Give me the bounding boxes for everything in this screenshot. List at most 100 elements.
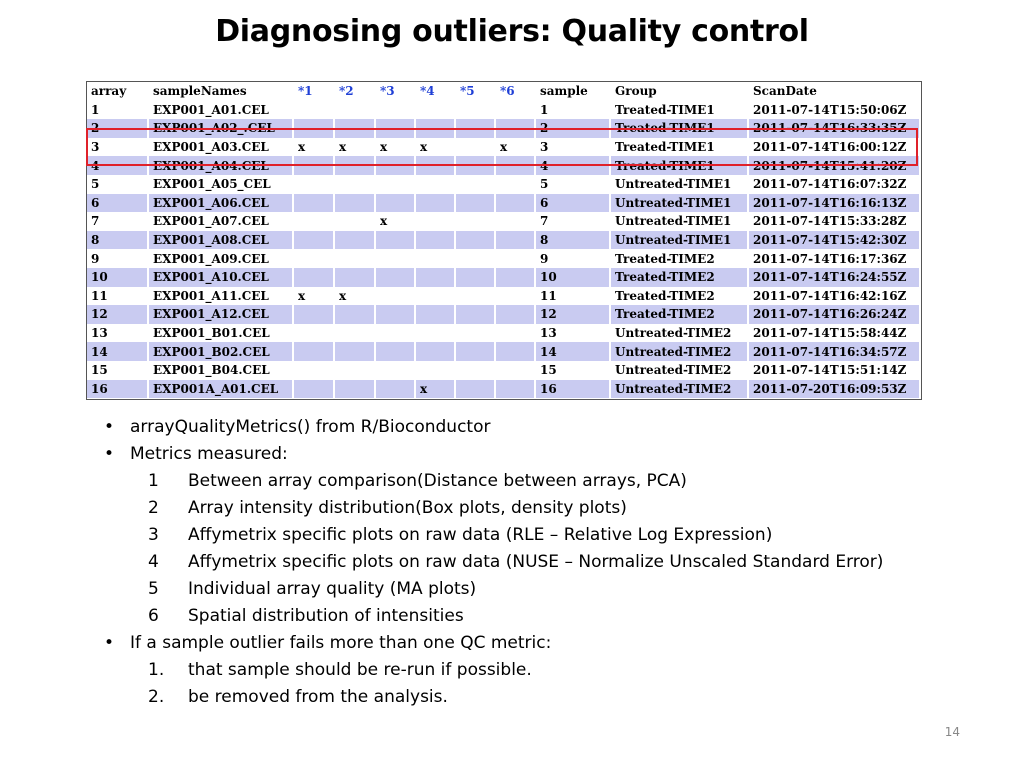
cell-metric-5	[456, 174, 496, 194]
cell-sample: 7	[536, 212, 611, 231]
cell-sample: 13	[536, 323, 611, 343]
cell-metric-5	[456, 230, 496, 250]
bullet-item: • If a sample outlier fails more than on…	[104, 630, 924, 657]
cell-metric-6	[496, 342, 536, 361]
cell-metric-4	[416, 193, 456, 213]
table-row: 3 EXP001_A03.CEL x x x x x 3 Treated-TIME1 2011-0…	[87, 137, 921, 157]
cell-sample: 16	[536, 379, 611, 399]
cell-metric-6	[496, 323, 536, 343]
metric-item: 3 Affymetrix specific plots on raw data (…	[104, 522, 924, 549]
col-header-samplenames: sampleNames	[149, 82, 294, 101]
cell-samplename: EXP001_A01.CEL	[149, 100, 294, 120]
cell-metric-1	[294, 100, 335, 120]
cell-samplename: EXP001_A04.CEL	[149, 156, 294, 175]
cell-array: 15	[87, 360, 149, 380]
cell-metric-1	[294, 119, 335, 138]
metric-text: Affymetrix specific plots on raw data (N…	[188, 552, 884, 572]
cell-metric-3	[376, 342, 416, 361]
metric-number: 2	[148, 498, 159, 518]
cell-metric-6	[496, 100, 536, 120]
cell-samplename: EXP001_A06.CEL	[149, 193, 294, 213]
metrics-list: 1 Between array comparison(Distance betwe…	[104, 468, 924, 630]
cell-metric-1: x	[294, 286, 335, 306]
cell-metric-2	[335, 342, 376, 361]
cell-metric-2	[335, 100, 376, 120]
table-row: 13 EXP001_B01.CEL 13 Untreated-TIME2 2011-07…	[87, 323, 921, 343]
cell-metric-3: x	[376, 212, 416, 231]
cell-scandate: 2011-07-14T16:17:36Z	[749, 249, 921, 268]
cell-metric-5	[456, 119, 496, 138]
cell-array: 14	[87, 342, 149, 361]
cell-metric-3	[376, 100, 416, 120]
cell-array: 13	[87, 323, 149, 343]
cell-group: Untreated-TIME2	[611, 342, 749, 361]
bullet-item: • Metrics measured:	[104, 441, 924, 468]
cell-metric-4	[416, 119, 456, 138]
metric-number: 6	[148, 606, 159, 626]
cell-metric-2	[335, 267, 376, 287]
bullet-text: Metrics measured:	[130, 444, 288, 464]
metric-number: 5	[148, 579, 159, 599]
cell-metric-4	[416, 249, 456, 268]
cell-array: 7	[87, 212, 149, 231]
cell-samplename: EXP001_A03.CEL	[149, 137, 294, 157]
bullet-item: • arrayQualityMetrics() from R/Bioconduc…	[104, 414, 924, 441]
cell-group: Untreated-TIME1	[611, 230, 749, 250]
cell-samplename: EXP001A_A01.CEL	[149, 379, 294, 399]
table-row: 16 EXP001A_A01.CEL x 16 Untreated-TIME2 2011-…	[87, 379, 921, 399]
cell-sample: 10	[536, 267, 611, 287]
cell-metric-3	[376, 305, 416, 324]
cell-array: 9	[87, 249, 149, 268]
cell-array: 16	[87, 379, 149, 399]
cell-array: 3	[87, 137, 149, 157]
cell-scandate: 2011-07-14T15:58:44Z	[749, 323, 921, 343]
cell-scandate: 2011-07-14T16:07:32Z	[749, 174, 921, 194]
cell-metric-6	[496, 249, 536, 268]
table-row: 12 EXP001_A12.CEL 12 Treated-TIME2 2011-07-1…	[87, 305, 921, 324]
cell-scandate: 2011-07-14T16:33:35Z	[749, 119, 921, 138]
metric-item: 6 Spatial distribution of intensities	[104, 603, 924, 630]
cell-metric-3	[376, 249, 416, 268]
cell-metric-5	[456, 323, 496, 343]
cell-scandate: 2011-07-14T16:26:24Z	[749, 305, 921, 324]
cell-metric-1	[294, 174, 335, 194]
cell-array: 1	[87, 100, 149, 120]
table-row: 2 EXP001_A02_.CEL 2 Treated-TIME1 2011-07-14…	[87, 119, 921, 138]
cell-metric-3	[376, 267, 416, 287]
cell-scandate: 2011-07-14T15:41:20Z	[749, 156, 921, 175]
metric-text: Affymetrix specific plots on raw data (R…	[188, 525, 773, 545]
cell-metric-5	[456, 137, 496, 157]
cell-scandate: 2011-07-14T15:42:30Z	[749, 230, 921, 250]
cell-samplename: EXP001_B01.CEL	[149, 323, 294, 343]
bullet-glyph: •	[104, 633, 115, 653]
actions-list: 1. that sample should be re-run if possib…	[104, 657, 924, 711]
cell-metric-6	[496, 286, 536, 306]
cell-array: 11	[87, 286, 149, 306]
cell-metric-1	[294, 249, 335, 268]
cell-samplename: EXP001_A09.CEL	[149, 249, 294, 268]
cell-metric-5	[456, 360, 496, 380]
cell-metric-1	[294, 156, 335, 175]
cell-metric-5	[456, 249, 496, 268]
qc-table-body: 1 EXP001_A01.CEL 1 Treated-TIME1 2011-07-14T…	[87, 100, 921, 399]
cell-group: Untreated-TIME1	[611, 193, 749, 213]
cell-metric-1	[294, 360, 335, 380]
cell-array: 10	[87, 267, 149, 287]
cell-sample: 6	[536, 193, 611, 213]
cell-metric-2	[335, 305, 376, 324]
cell-metric-4	[416, 230, 456, 250]
bullet-glyph: •	[104, 417, 115, 437]
cell-samplename: EXP001_A11.CEL	[149, 286, 294, 306]
cell-sample: 11	[536, 286, 611, 306]
metric-item: 1 Between array comparison(Distance betwe…	[104, 468, 924, 495]
cell-metric-5	[456, 212, 496, 231]
action-text: that sample should be re-run if possible…	[188, 660, 532, 680]
col-header-group: Group	[611, 82, 749, 101]
cell-metric-6	[496, 156, 536, 175]
cell-array: 12	[87, 305, 149, 324]
cell-metric-6	[496, 193, 536, 213]
metric-text: Individual array quality (MA plots)	[188, 579, 477, 599]
cell-metric-1: x	[294, 137, 335, 157]
cell-metric-6	[496, 174, 536, 194]
col-header-metric-3: *3	[376, 82, 416, 101]
